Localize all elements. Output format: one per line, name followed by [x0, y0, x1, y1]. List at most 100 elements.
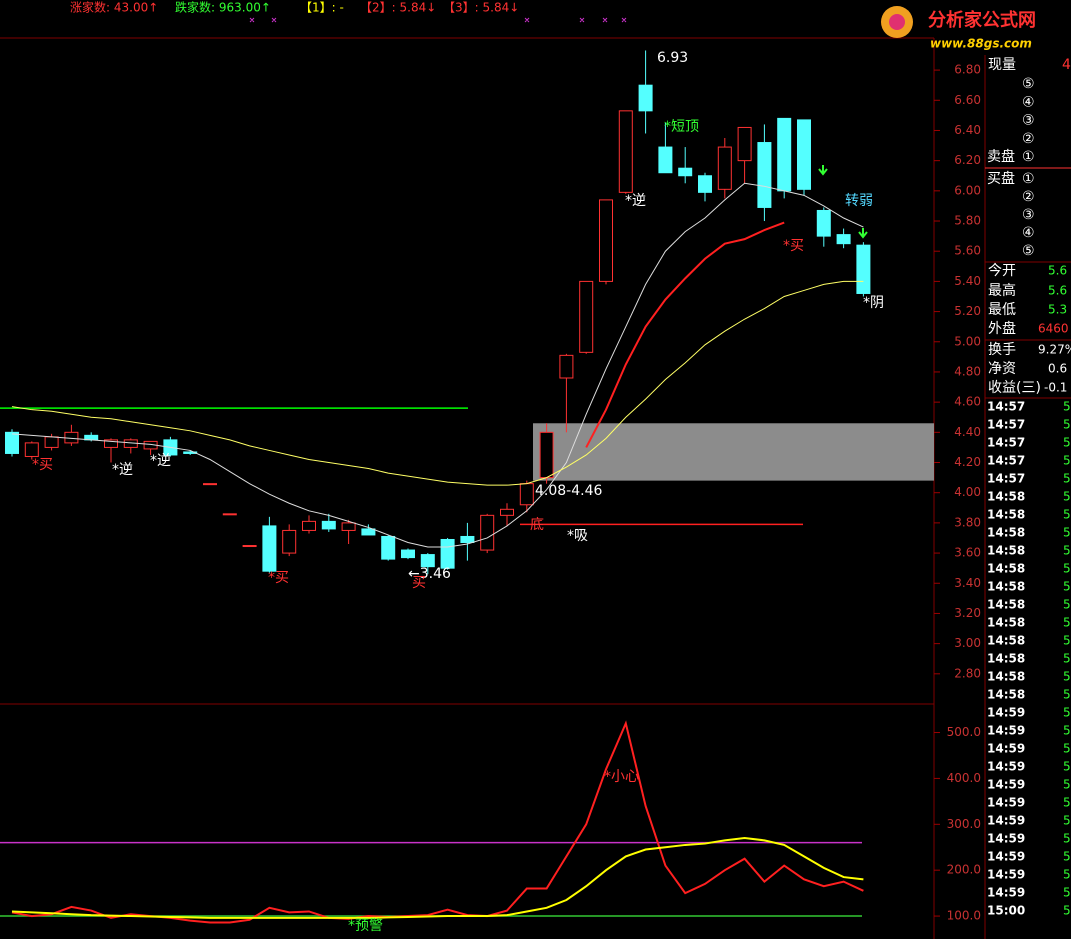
tick-time: 14:59 [987, 832, 1025, 846]
tick-volume: 5 [1063, 724, 1071, 738]
line-series [11, 720, 864, 924]
panel-value: 5.6 [1048, 284, 1067, 298]
tick-volume: 5 [1063, 598, 1071, 612]
tick-volume: 5 [1063, 868, 1071, 882]
line-series [585, 221, 785, 448]
book-level: ② [1022, 189, 1035, 205]
panel-label: 换手 [988, 341, 1016, 358]
y-tick-label: 4.60 [954, 395, 981, 409]
panel-label: 收益(三) [988, 380, 1041, 396]
tick-volume: 5 [1063, 760, 1071, 774]
header-item: 跌家数: 963.00↑ [175, 0, 271, 15]
y-tick-label: 6.40 [954, 123, 981, 137]
panel-value: 0.6 [1048, 362, 1067, 376]
candle-body [262, 525, 277, 572]
annotation: *买 [268, 570, 289, 586]
panel-label: 最高 [988, 282, 1016, 299]
y-tick-label: 5.60 [954, 244, 981, 258]
tick-time: 15:00 [987, 904, 1025, 918]
tick-time: 14:58 [987, 670, 1025, 684]
y-tick-label: 500.0 [947, 725, 981, 739]
header-item: 【1】: - [300, 1, 344, 15]
tick-time: 14:57 [987, 454, 1025, 468]
panel-label: 外盘 [988, 320, 1016, 337]
tick-volume: 5 [1063, 526, 1071, 540]
candle-body [480, 514, 495, 551]
book-level: ② [1022, 131, 1035, 147]
annotation: *小心 [604, 769, 639, 785]
book-level: ⑤ [1022, 243, 1035, 259]
header-item: 涨家数: 43.00↑ [70, 0, 158, 15]
tick-volume: 5 [1063, 508, 1071, 522]
candle-body [222, 513, 237, 516]
candle-body [203, 483, 217, 486]
logo-icon [889, 14, 905, 30]
annotation: *逆 [150, 453, 171, 469]
candle-body [440, 538, 455, 569]
candle-body [539, 431, 554, 479]
tick-time: 14:58 [987, 508, 1025, 522]
tick-volume: 5 [1063, 562, 1071, 576]
book-level: ④ [1022, 225, 1035, 241]
tick-volume: 5 [1063, 904, 1071, 918]
annotation: *买 [32, 457, 53, 473]
candle-body [420, 554, 435, 568]
tick-time: 14:57 [987, 436, 1025, 450]
tick-volume: 5 [1063, 616, 1071, 630]
book-level: ⑤ [1022, 76, 1035, 92]
tick-volume: 5 [1063, 454, 1071, 468]
candle-body [579, 280, 594, 353]
y-tick-label: 4.80 [954, 364, 981, 378]
book-label: 买盘 [987, 170, 1015, 187]
y-tick-label: 3.40 [954, 576, 981, 590]
tick-time: 14:58 [987, 634, 1025, 648]
tick-volume: 5 [1063, 688, 1071, 702]
tick-time: 14:58 [987, 616, 1025, 630]
tick-time: 14:58 [987, 688, 1025, 702]
tick-time: 14:59 [987, 724, 1025, 738]
candle-body [5, 431, 19, 454]
tick-time: 14:58 [987, 580, 1025, 594]
candle-body [302, 520, 316, 531]
header-item: 【3】: 5.84↓ [443, 1, 519, 15]
panel-value: -0.1 [1044, 381, 1067, 395]
candle-body [361, 528, 376, 536]
tick-volume: 5 [1063, 472, 1071, 486]
y-tick-label: 5.20 [954, 304, 981, 318]
book-level: ③ [1022, 113, 1035, 129]
tick-volume: 5 [1063, 418, 1071, 432]
book-level: ③ [1022, 207, 1035, 223]
tick-time: 14:58 [987, 598, 1025, 612]
price-band [533, 423, 934, 481]
book-level: ④ [1022, 94, 1035, 110]
candle-body [757, 142, 772, 208]
annotation: 底 [530, 517, 544, 533]
logo-title: 分析家公式网 [928, 9, 1036, 31]
tick-volume: 5 [1063, 706, 1071, 720]
annotation: *短顶 [664, 119, 699, 135]
candle-body [401, 549, 415, 559]
candle-body [24, 442, 39, 457]
candle-body [836, 234, 851, 245]
tick-time: 14:58 [987, 652, 1025, 666]
candle-body [797, 119, 811, 190]
y-tick-label: 4.40 [954, 425, 981, 439]
candle-body [599, 199, 613, 282]
y-tick-label: 3.00 [954, 636, 981, 650]
tick-time: 14:59 [987, 706, 1025, 720]
candle-body [658, 146, 673, 174]
candle-body [44, 436, 59, 448]
tick-time: 14:58 [987, 490, 1025, 504]
candle-body [717, 146, 732, 190]
annotation: *预警 [348, 918, 383, 934]
signal-arrow [818, 165, 868, 239]
tick-time: 14:59 [987, 796, 1025, 810]
y-tick-label: 3.60 [954, 546, 981, 560]
line-series [11, 280, 864, 486]
y-tick-label: 3.80 [954, 515, 981, 529]
panel-label: 今开 [988, 263, 1016, 279]
book-level: ① [1022, 171, 1035, 187]
annotation: ←3.46 [408, 566, 451, 582]
line-series [11, 837, 864, 919]
